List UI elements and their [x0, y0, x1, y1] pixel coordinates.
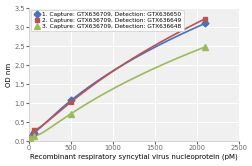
3. Capture: GTX636709, Detection: GTX636648: (2.1e+03, 2.48): GTX636709, Detection: GTX636648: (2.1e+0… [203, 46, 206, 48]
Line: 1. Capture: GTX636709, Detection: GTX636650: 1. Capture: GTX636709, Detection: GTX636… [28, 21, 207, 140]
3. Capture: GTX636709, Detection: GTX636648: (15.6, 0.08): GTX636709, Detection: GTX636648: (15.6, … [29, 137, 32, 139]
X-axis label: Recombinant respiratory syncytial virus nucleoprotein (pM): Recombinant respiratory syncytial virus … [30, 154, 237, 161]
3. Capture: GTX636709, Detection: GTX636648: (62.5, 0.13): GTX636709, Detection: GTX636648: (62.5, … [33, 135, 36, 137]
1. Capture: GTX636709, Detection: GTX636650: (500, 1.07): GTX636709, Detection: GTX636650: (500, 1… [69, 99, 72, 101]
2. Capture: GTX636709, Detection: GTX636649: (15.6, 0.1): GTX636709, Detection: GTX636649: (15.6, … [29, 136, 32, 138]
2. Capture: GTX636709, Detection: GTX636649: (62.5, 0.28): GTX636709, Detection: GTX636649: (62.5, … [33, 129, 36, 131]
2. Capture: GTX636709, Detection: GTX636649: (500, 1.03): GTX636709, Detection: GTX636649: (500, 1… [69, 101, 72, 103]
3. Capture: GTX636709, Detection: GTX636648: (500, 0.72): GTX636709, Detection: GTX636648: (500, 0… [69, 113, 72, 115]
Line: 2. Capture: GTX636709, Detection: GTX636649: 2. Capture: GTX636709, Detection: GTX636… [28, 16, 207, 140]
Line: 3. Capture: GTX636709, Detection: GTX636648: 3. Capture: GTX636709, Detection: GTX636… [27, 44, 207, 141]
Y-axis label: OD nm: OD nm [6, 62, 12, 87]
2. Capture: GTX636709, Detection: GTX636649: (2.1e+03, 3.22): GTX636709, Detection: GTX636649: (2.1e+0… [203, 18, 206, 20]
1. Capture: GTX636709, Detection: GTX636650: (2.1e+03, 3.1): GTX636709, Detection: GTX636650: (2.1e+0… [203, 22, 206, 24]
1. Capture: GTX636709, Detection: GTX636650: (62.5, 0.22): GTX636709, Detection: GTX636650: (62.5, … [33, 132, 36, 134]
Legend: 1. Capture: GTX636709, Detection: GTX636650, 2. Capture: GTX636709, Detection: G: 1. Capture: GTX636709, Detection: GTX636… [31, 10, 183, 32]
1. Capture: GTX636709, Detection: GTX636650: (15.6, 0.09): GTX636709, Detection: GTX636650: (15.6, … [29, 137, 32, 139]
